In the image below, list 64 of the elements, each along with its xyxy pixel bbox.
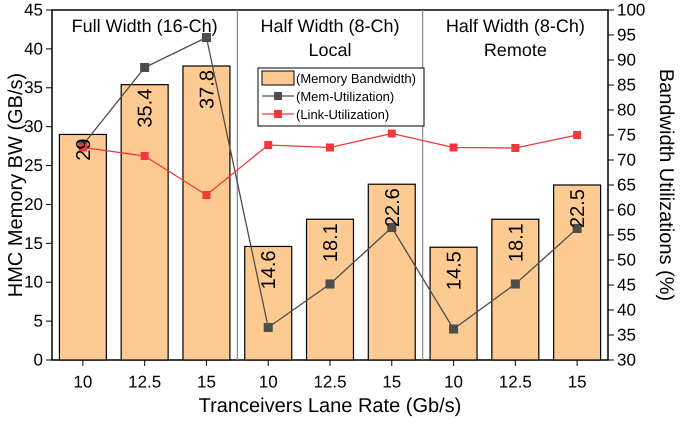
point bbox=[140, 152, 149, 160]
y2-axis-title: Bandwidth Utilizations (%) bbox=[655, 68, 677, 302]
y2-tick-label: 30 bbox=[617, 350, 636, 370]
data-label: 18.1 bbox=[505, 223, 528, 262]
data-label: 35.4 bbox=[134, 88, 157, 128]
point bbox=[450, 144, 458, 152]
y-tick-label: 35 bbox=[24, 78, 43, 98]
y2-tick-label: 90 bbox=[617, 50, 636, 70]
y-tick-label: 0 bbox=[34, 350, 43, 370]
y2-tick-label: 55 bbox=[617, 225, 636, 244]
point bbox=[449, 324, 458, 334]
legend-label: (Link-Utilization) bbox=[296, 107, 390, 122]
y2-tick-label: 40 bbox=[617, 300, 636, 320]
data-label: 37.8 bbox=[196, 70, 218, 109]
y2-tick-label: 85 bbox=[617, 75, 636, 94]
point bbox=[511, 144, 520, 152]
data-label: 14.6 bbox=[258, 250, 280, 290]
x-tick-label: 10 bbox=[73, 372, 92, 392]
annotation: Half Width (8-Ch) Remote bbox=[446, 16, 585, 60]
x-tick-label: 15 bbox=[382, 372, 402, 392]
x-tick-label: 10 bbox=[258, 372, 278, 392]
y2-tick-label: 75 bbox=[617, 125, 636, 144]
annotation: Half Width (8-Ch) Local bbox=[260, 16, 400, 60]
point bbox=[510, 279, 520, 289]
y2-tick-label: 45 bbox=[617, 275, 636, 294]
data-label: 22.5 bbox=[567, 189, 590, 228]
annotation: Full Width (16-Ch) bbox=[72, 16, 218, 36]
x-tick-label: 10 bbox=[444, 372, 464, 392]
x-tick-label: 15 bbox=[568, 372, 587, 392]
point bbox=[202, 191, 210, 199]
data-label: 18.1 bbox=[320, 223, 342, 262]
x-tick-label: 12.5 bbox=[313, 372, 347, 392]
x-tick-label: 15 bbox=[196, 372, 216, 392]
point bbox=[264, 322, 273, 332]
y2-tick-label: 70 bbox=[617, 150, 636, 170]
y-tick-label: 25 bbox=[24, 156, 43, 175]
point bbox=[264, 141, 272, 149]
y2-tick-label: 65 bbox=[617, 175, 636, 194]
point bbox=[140, 62, 150, 72]
y-tick-label: 40 bbox=[24, 39, 43, 58]
data-label: 14.5 bbox=[444, 251, 466, 290]
y-tick-label: 10 bbox=[24, 272, 43, 292]
y2-tick-label: 95 bbox=[617, 25, 636, 44]
y-tick-label: 30 bbox=[24, 117, 43, 136]
y-tick-label: 15 bbox=[24, 234, 43, 253]
y-tick-label: 45 bbox=[24, 0, 43, 20]
y-tick-label: 5 bbox=[34, 312, 43, 331]
point bbox=[573, 131, 582, 139]
y2-tick-label: 80 bbox=[617, 100, 636, 120]
point bbox=[325, 279, 335, 289]
x-axis-title: Tranceivers Lane Rate (Gb/s) bbox=[198, 395, 462, 417]
data-label: 22.6 bbox=[382, 188, 404, 228]
point bbox=[388, 130, 396, 138]
y2-tick-label: 100 bbox=[617, 0, 646, 20]
legend-label: (Mem-Utilization) bbox=[296, 89, 394, 104]
y2-tick-label: 50 bbox=[617, 250, 636, 270]
legend-label: (Memory Bandwidth) bbox=[296, 71, 416, 86]
y-tick-label: 20 bbox=[24, 194, 43, 214]
point bbox=[326, 144, 334, 152]
data-label: 29 bbox=[72, 138, 95, 161]
y2-tick-label: 35 bbox=[617, 325, 636, 344]
x-tick-label: 12.5 bbox=[498, 372, 532, 392]
x-tick-label: 12.5 bbox=[128, 372, 162, 392]
y2-tick-label: 60 bbox=[617, 200, 636, 220]
